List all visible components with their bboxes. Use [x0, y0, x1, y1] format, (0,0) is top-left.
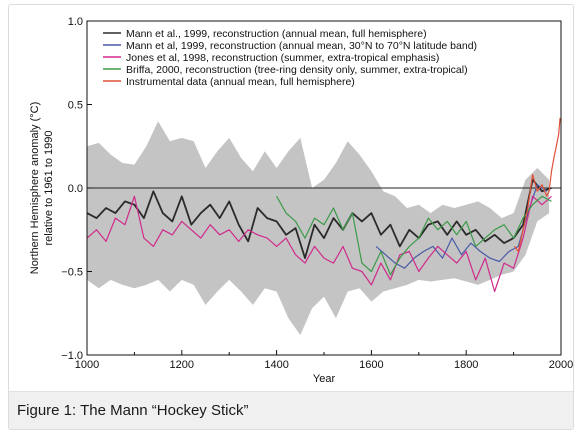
chart-area: 1000 1200 1400 1600 1800 2000 −1.0 −0.5 0.0 0.5 1.… — [9, 5, 573, 391]
series-line-4 — [514, 117, 561, 253]
legend-label: Briffa, 2000, reconstruction (tree-ring … — [126, 64, 468, 76]
y-tick-label: 0.5 — [68, 100, 83, 112]
y-axis-label-line1: Northern Hemisphere anomaly (°C) — [29, 102, 41, 275]
x-tick-label: 1800 — [454, 359, 478, 371]
uncertainty-band — [87, 121, 550, 335]
series-line-0 — [86, 178, 552, 259]
y-tick-label: −1.0 — [61, 350, 83, 362]
figure: 1000 1200 1400 1600 1800 2000 −1.0 −0.5 0.0 0.5 1.… — [8, 4, 574, 430]
series-line-3 — [276, 195, 552, 276]
series-line-2 — [86, 195, 552, 293]
legend-label: Jones et al, 1998, reconstruction (summe… — [126, 52, 439, 64]
figure-caption: Figure 1: The Mann “Hockey Stick” — [17, 402, 249, 419]
x-tick-label: 1600 — [359, 359, 383, 371]
x-tick-label: 1000 — [75, 359, 99, 371]
legend-label: Mann et al., 1999, reconstruction (annua… — [126, 28, 427, 40]
y-tick-label: 0.0 — [68, 183, 83, 195]
series-line-1 — [375, 184, 548, 269]
y-axis-label-line2: relative to 1961 to 1990 — [43, 131, 55, 246]
legend: Mann et al., 1999, reconstruction (annua… — [103, 28, 477, 88]
x-axis-label: Year — [313, 373, 336, 385]
uncertainty-band-layer — [87, 121, 550, 335]
y-tick-label: 1.0 — [68, 16, 83, 28]
legend-label: Mann et al, 1999, reconstruction (annual… — [126, 40, 477, 52]
y-tick-label: −0.5 — [61, 267, 83, 279]
x-tick-label: 1400 — [264, 359, 288, 371]
axes-layer: 1000 1200 1400 1600 1800 2000 −1.0 −0.5 0.0 0.5 1.… — [61, 16, 573, 371]
hockey-stick-chart: 1000 1200 1400 1600 1800 2000 −1.0 −0.5 0.0 0.5 1.… — [29, 16, 573, 385]
series-layer — [86, 117, 561, 293]
legend-label: Instrumental data (annual mean, full hem… — [126, 76, 355, 88]
caption-bar: Figure 1: The Mann “Hockey Stick” — [9, 391, 573, 429]
x-tick-label: 2000 — [549, 359, 573, 371]
x-tick-label: 1200 — [170, 359, 194, 371]
